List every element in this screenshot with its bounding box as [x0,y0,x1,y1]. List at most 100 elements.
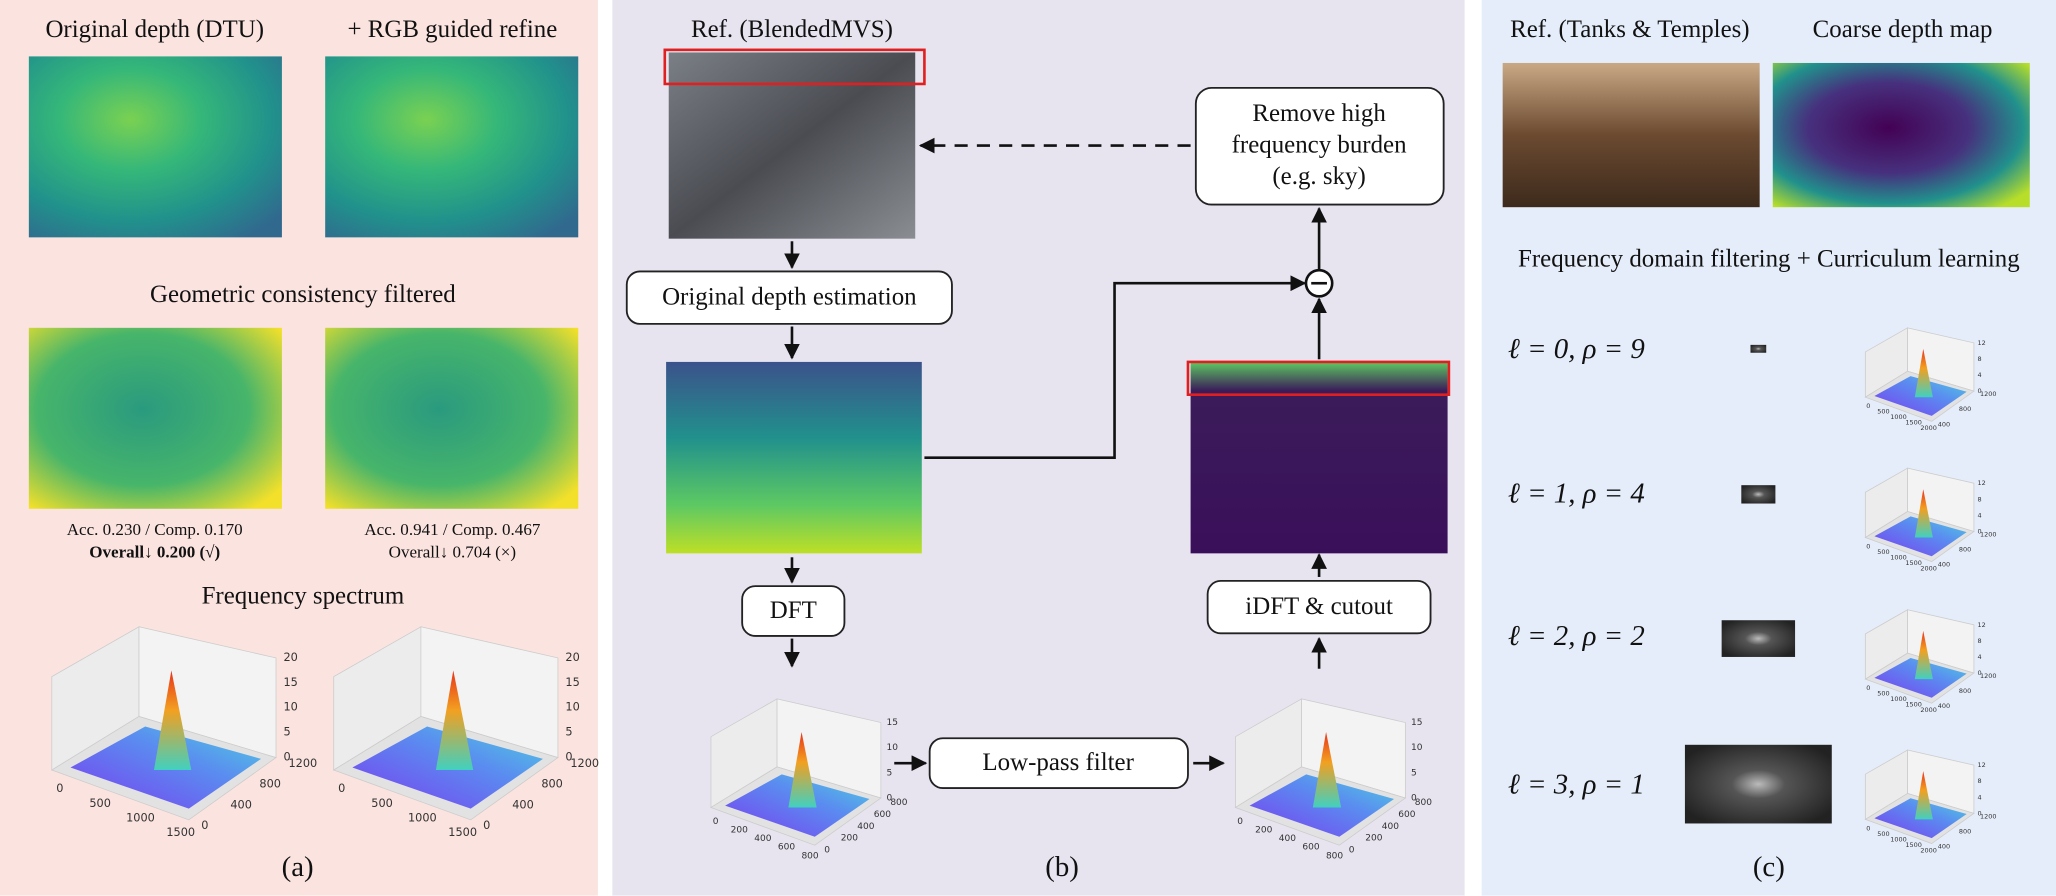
step: iDFT & cutout [1245,593,1393,620]
y-tick-label: 1200 [288,757,317,770]
ref-image [669,52,916,238]
x-tick-label: 2000 [1920,424,1937,432]
x-tick-label: 1500 [448,826,477,839]
z-tick-label: 5 [1411,768,1417,778]
title: Original depth (DTU) [45,16,264,43]
x-tick-label: 500 [1877,690,1889,698]
y-tick-label: 200 [1365,834,1382,844]
page: {"panel_a": {"label": "(a)", "original_t… [0,0,2056,896]
x-tick-label: 0 [1866,684,1870,692]
y-tick-label: 400 [230,798,252,811]
stats: Acc. 0.941 / Comp. 0.467 [364,520,540,539]
z-tick-label: 4 [1978,653,1982,661]
title: Geometric consistency filtered [150,281,456,308]
y-tick-label: 800 [1959,687,1971,695]
y-tick-label: 0 [1349,845,1355,855]
z-tick-label: 10 [887,743,899,753]
y-tick-label: 400 [1938,561,1950,569]
cutout-image [1191,362,1448,553]
x-tick-label: 2000 [1920,564,1937,572]
x-tick-label: 500 [1877,408,1889,416]
x-tick-label: 0 [338,782,345,795]
y-tick-label: 400 [1382,822,1399,832]
stats: Acc. 0.230 / Comp. 0.170 [67,520,243,539]
x-tick-label: 0 [1866,542,1870,550]
y-tick-label: 800 [259,778,281,791]
step: frequency burden [1232,132,1407,159]
x-tick-label: 0 [1866,402,1870,410]
y-tick-label: 800 [1959,546,1971,554]
spectrum-image [1750,345,1766,353]
x-tick-label: 500 [1877,830,1889,838]
step: Original depth estimation [662,284,917,311]
level: ℓ = 0, ρ = 9 [1508,333,1645,365]
y-tick-label: 200 [841,834,858,844]
stats: Overall↓ 0.704 (×) [389,542,516,561]
x-tick-label: 0 [1237,817,1243,827]
y-tick-label: 1200 [1980,390,1997,398]
y-tick-label: 800 [541,778,563,791]
x-tick-label: 400 [1279,834,1296,844]
y-tick-label: 0 [201,819,208,832]
z-tick-label: 10 [1411,743,1423,753]
z-tick-label: 12 [1978,761,1986,769]
z-tick-label: 5 [565,726,572,739]
x-tick-label: 200 [1255,826,1272,836]
z-tick-label: 15 [1411,718,1423,728]
z-tick-label: 15 [887,718,899,728]
y-tick-label: 400 [1938,843,1950,851]
title: + RGB guided refine [347,16,557,43]
y-tick-label: 0 [483,819,490,832]
title: Ref. (Tanks & Temples) [1510,16,1750,43]
x-tick-label: 1500 [1905,559,1922,567]
y-tick-label: 600 [1398,810,1415,820]
x-tick-label: 1000 [1890,553,1907,561]
x-tick-label: 0 [1866,824,1870,832]
z-tick-label: 20 [283,651,297,664]
x-tick-label: 0 [713,817,719,827]
y-tick-label: 400 [1938,420,1950,428]
x-tick-label: 2000 [1920,706,1937,714]
filtered-image [29,328,282,509]
z-tick-label: 10 [565,701,579,714]
stats: Overall↓ 0.200 (√) [89,542,220,561]
x-tick-label: 1500 [1905,841,1922,849]
x-tick-label: 0 [56,782,63,795]
spectrum-image [1741,485,1775,503]
panel-label: (c) [1753,851,1785,883]
y-tick-label: 0 [824,845,830,855]
filtered-image [325,328,578,509]
y-tick-label: 800 [890,798,907,808]
z-tick-label: 15 [283,676,297,689]
y-tick-label: 800 [1959,405,1971,413]
y-tick-label: 1200 [570,757,599,770]
y-tick-label: 400 [857,822,874,832]
spectrum-image [1685,745,1832,824]
z-tick-label: 12 [1978,621,1986,629]
x-tick-label: 500 [1877,548,1889,556]
level: ℓ = 1, ρ = 4 [1508,477,1645,509]
x-tick-label: 1500 [1905,419,1922,427]
step: (e.g. sky) [1272,163,1365,190]
figure: Original depth (DTU) + RGB guided refine… [0,0,2056,896]
z-tick-label: 20 [565,651,579,664]
z-tick-label: 8 [1978,777,1982,785]
panel-label: (a) [282,851,314,883]
step: Low-pass filter [982,749,1134,776]
x-tick-label: 1000 [126,811,155,824]
x-tick-label: 800 [801,851,818,861]
y-tick-label: 1200 [1980,672,1997,680]
y-tick-label: 400 [512,798,534,811]
coarse-depth-image [1773,63,2030,207]
x-tick-label: 500 [89,797,111,810]
x-tick-label: 1000 [408,811,437,824]
x-tick-label: 200 [731,826,748,836]
level: ℓ = 2, ρ = 2 [1508,620,1645,652]
depth-image [666,362,922,553]
z-tick-label: 15 [565,676,579,689]
x-tick-label: 600 [1302,843,1319,853]
x-tick-label: 2000 [1920,846,1937,854]
y-tick-label: 800 [1415,798,1432,808]
y-tick-label: 1200 [1980,812,1997,820]
step: DFT [770,597,817,624]
